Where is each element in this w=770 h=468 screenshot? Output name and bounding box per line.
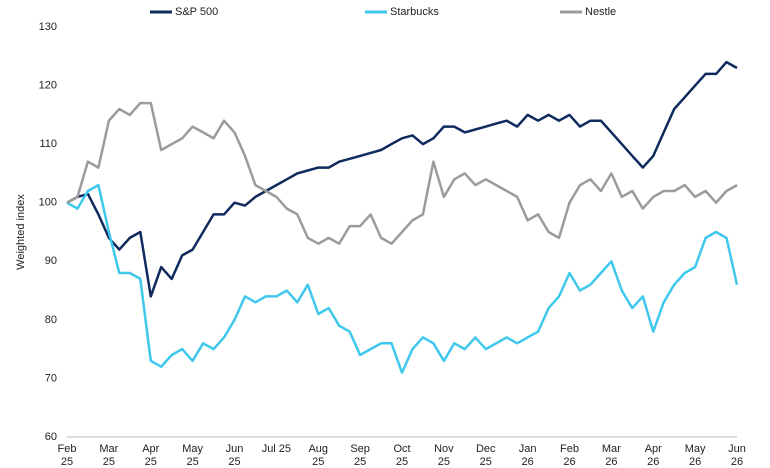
series-line bbox=[66, 183, 739, 374]
y-tick-label: 120 bbox=[39, 79, 57, 91]
x-tick-label: Feb 25 bbox=[57, 443, 77, 468]
x-tick-label: Jun 25 bbox=[225, 443, 244, 468]
x-tick-label: Oct 25 bbox=[393, 443, 411, 468]
x-tick-label: Jul 25 bbox=[261, 443, 292, 455]
legend-label: Nestle bbox=[585, 6, 616, 18]
y-tick-label: 90 bbox=[45, 255, 57, 267]
x-tick-label: Jan 26 bbox=[518, 443, 537, 468]
series-line bbox=[66, 101, 738, 245]
x-tick-label: Dec 25 bbox=[475, 443, 496, 468]
x-tick-label: Aug 25 bbox=[308, 443, 329, 468]
series-line bbox=[66, 60, 738, 298]
x-tick-label: Apr 26 bbox=[644, 443, 662, 468]
x-tick-label: May 25 bbox=[182, 443, 204, 468]
x-tick-label: Jun 26 bbox=[728, 443, 746, 468]
x-tick-label: May 26 bbox=[684, 443, 706, 468]
y-tick-label: 100 bbox=[39, 197, 57, 209]
x-tick-label: Mar 26 bbox=[601, 443, 621, 468]
x-tick-label: Mar 25 bbox=[99, 443, 119, 468]
y-tick-label: 110 bbox=[39, 138, 57, 150]
y-tick-label: 60 bbox=[45, 431, 57, 443]
legend-label: Starbucks bbox=[390, 6, 439, 18]
y-tick-label: 80 bbox=[45, 314, 57, 326]
x-tick-label: Nov 25 bbox=[434, 443, 454, 468]
y-tick-label: 130 bbox=[39, 21, 57, 33]
x-tick-label: Apr 25 bbox=[142, 443, 160, 468]
legend-label: S&P 500 bbox=[175, 6, 218, 18]
y-axis-title: Weighted index bbox=[15, 194, 27, 270]
x-tick-label: Sep 25 bbox=[350, 443, 370, 468]
y-tick-label: 70 bbox=[45, 372, 57, 384]
x-tick-label: Feb 26 bbox=[560, 443, 579, 468]
